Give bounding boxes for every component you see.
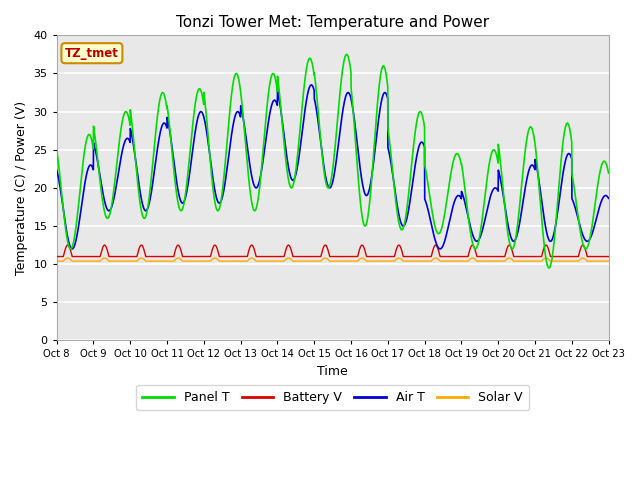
Title: Tonzi Tower Met: Temperature and Power: Tonzi Tower Met: Temperature and Power [176, 15, 489, 30]
Text: TZ_tmet: TZ_tmet [65, 47, 119, 60]
Legend: Panel T, Battery V, Air T, Solar V: Panel T, Battery V, Air T, Solar V [136, 385, 529, 410]
Y-axis label: Temperature (C) / Power (V): Temperature (C) / Power (V) [15, 101, 28, 275]
X-axis label: Time: Time [317, 365, 348, 378]
